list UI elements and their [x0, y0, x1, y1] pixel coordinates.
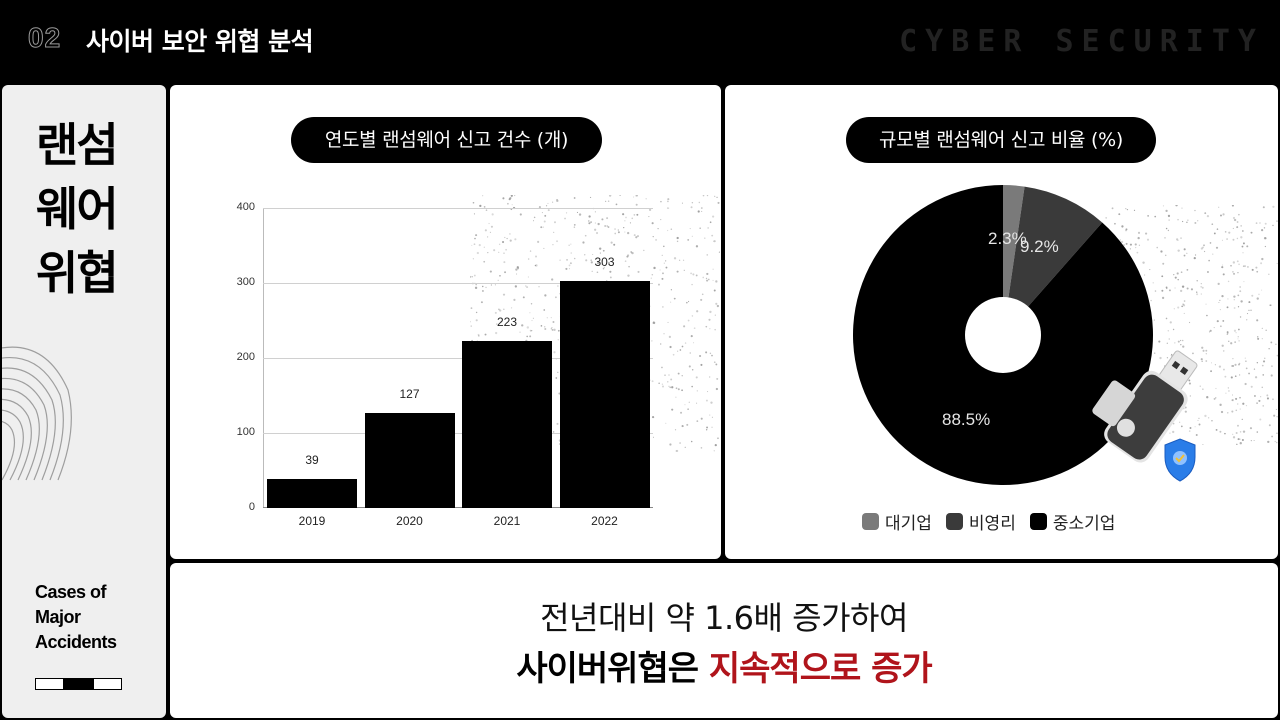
sidebar-subtitle-line: Major: [35, 607, 81, 627]
x-tick-label: 2021: [493, 514, 521, 528]
donut-slice: [1003, 186, 1103, 335]
bar-value-label: 127: [399, 386, 420, 401]
y-tick-label: 0: [248, 501, 255, 513]
sidebar-title: 랜섬 웨어 위협: [36, 113, 136, 305]
legend-label: 비영리: [968, 514, 1016, 534]
bar-value-label: 303: [594, 254, 615, 269]
page-indicator: [35, 678, 122, 690]
x-tick-label: 2022: [591, 514, 618, 528]
bar-2020: [364, 412, 455, 508]
bar-2022: [559, 280, 650, 508]
sidebar-subtitle: Cases of Major Accidents: [35, 580, 117, 655]
bar-2021: [462, 340, 552, 508]
header-bar: 02 사이버 보안 위협 분석 CYBER SECURITY: [0, 0, 1280, 82]
brand-watermark: CYBER SECURITY: [899, 24, 1264, 59]
summary-line-1: 전년대비 약 1.6배 증가하여: [540, 599, 908, 637]
x-tick-label: 2020: [396, 514, 423, 528]
summary-accent-text: 지속적으로 증가: [708, 649, 933, 689]
sidebar-title-line: 웨어: [36, 182, 119, 236]
pie-chart-panel: 규모별 랜섬웨어 신고 비율 (%) 2.3% 9.2% 88.5% 대기업 비…: [725, 85, 1278, 559]
gridline: [263, 283, 653, 284]
slice-label-nonprofit: 9.2%: [1020, 237, 1059, 256]
bar-chart-panel: 연도별 랜섬웨어 신고 건수 (개) 0 100 200 300 400 39 2019 12…: [170, 85, 721, 559]
bar-chart-title: 연도별 랜섬웨어 신고 건수 (개): [291, 117, 602, 163]
bar-chart: 0 100 200 300 400 39 2019 127 2020 223 2021 303 2022: [237, 201, 653, 528]
bar-value-label: 39: [305, 452, 319, 467]
summary-plain-text: 사이버위협은: [516, 649, 709, 689]
legend-item-nonprofit: 비영리: [945, 509, 1016, 534]
pie-legend: 대기업 비영리 중소기업: [862, 509, 1115, 534]
bar-value-label: 223: [496, 314, 518, 329]
summary-line-2: 사이버위협은 지속적으로 증가: [170, 641, 1278, 690]
sidebar-title-line: 랜섬: [36, 118, 119, 172]
fingerprint-icon: [2, 346, 72, 481]
sidebar-title-line: 위협: [36, 246, 119, 300]
slice-label-large-enterprise: 2.3%: [988, 229, 1027, 248]
legend-label: 대기업: [885, 514, 932, 534]
x-axis: [263, 507, 653, 508]
page-title: 사이버 보안 위협 분석: [86, 27, 314, 56]
section-number: 02: [27, 22, 62, 54]
gridline: [263, 433, 653, 434]
y-tick-label: 300: [236, 276, 255, 288]
page-indicator-step: [93, 678, 122, 690]
y-tick-label: 400: [236, 201, 255, 213]
usb-shield-icon: [1092, 350, 1198, 482]
gridline: [263, 208, 653, 209]
slice-label-sme: 88.5%: [942, 410, 991, 429]
sidebar-subtitle-line: Accidents: [35, 632, 117, 652]
y-tick-label: 200: [236, 351, 255, 363]
page-indicator-step: [35, 678, 64, 690]
legend-swatch: [862, 513, 879, 530]
legend-item-large-enterprise: 대기업: [862, 509, 932, 534]
y-tick-label: 100: [236, 426, 255, 438]
legend-label: 중소기업: [1052, 514, 1116, 534]
donut-chart: 2.3% 9.2% 88.5%: [853, 185, 1153, 486]
x-tick-label: 2019: [298, 514, 326, 528]
page-indicator-step-active: [64, 678, 93, 690]
bar-2019: [267, 478, 357, 508]
pie-chart-title: 규모별 랜섬웨어 신고 비율 (%): [846, 117, 1156, 163]
legend-swatch: [945, 513, 963, 530]
sidebar-panel: 랜섬 웨어 위협 Cases of Major Accidents: [2, 85, 166, 718]
gridline: [263, 358, 653, 359]
summary-panel: 전년대비 약 1.6배 증가하여 사이버위협은 지속적으로 증가: [170, 563, 1278, 718]
legend-swatch: [1029, 513, 1047, 530]
sidebar-subtitle-line: Cases of: [35, 582, 107, 602]
legend-item-sme: 중소기업: [1029, 509, 1116, 534]
